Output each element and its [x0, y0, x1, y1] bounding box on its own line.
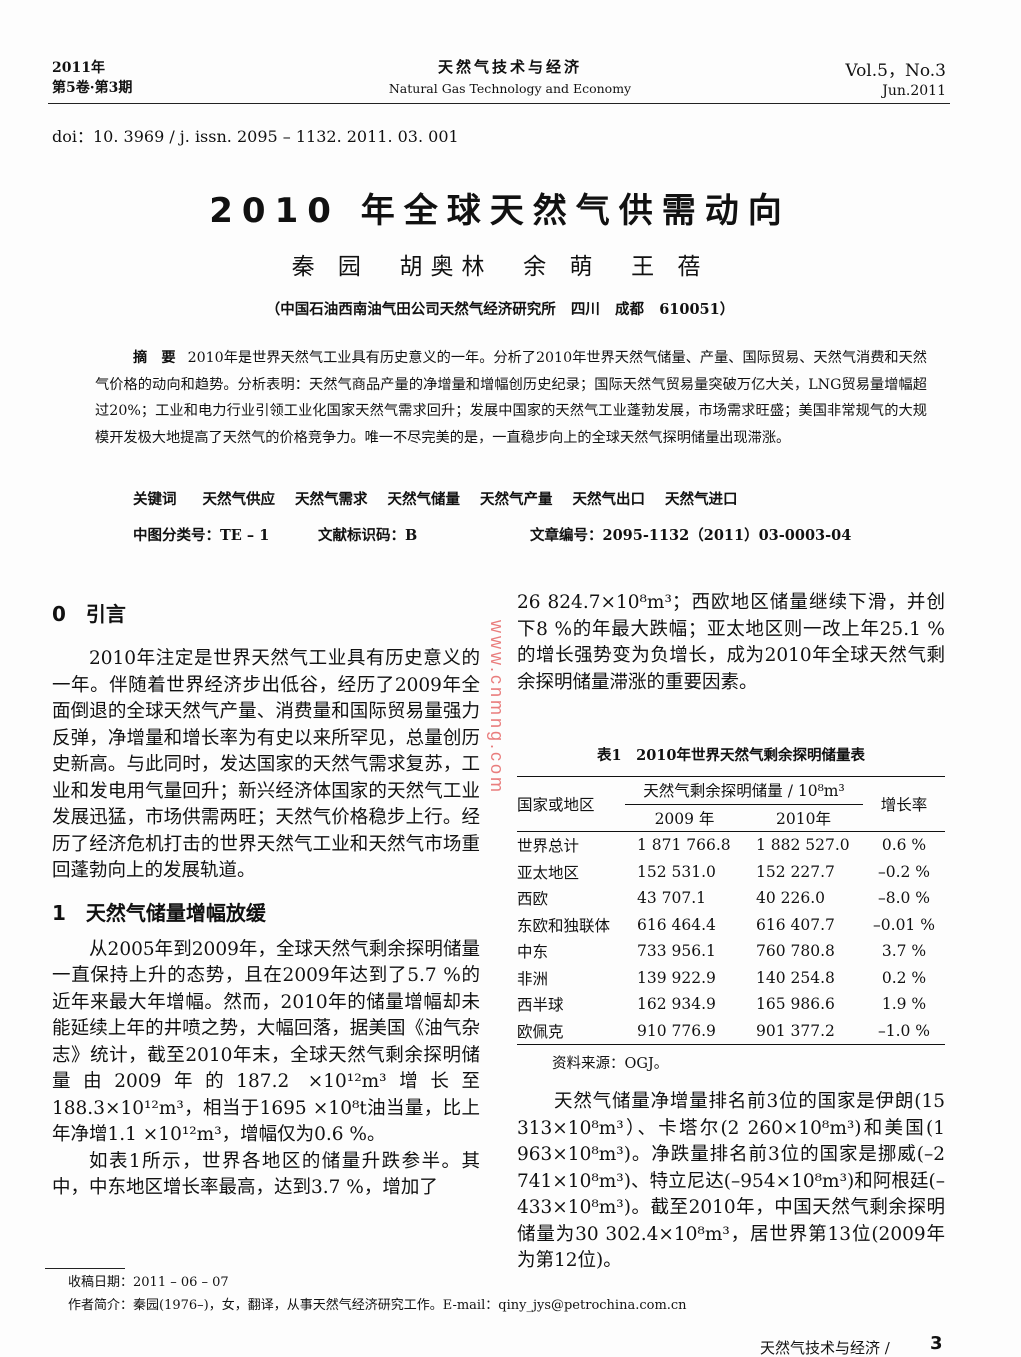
- section-0-body: 2010年注定是世界天然气工业具有历史意义的一年。伴随着世界经济步出低谷，经历了…: [52, 646, 480, 885]
- col-header-growth: 增长率: [863, 776, 945, 832]
- cell-2009: 152 531.0: [637, 862, 716, 881]
- cell-2010: 165 986.6: [756, 995, 835, 1014]
- header-volume-issue: 第5卷·第3期: [52, 80, 133, 96]
- cell-2010: 152 227.7: [756, 862, 835, 881]
- right-column-bottom: 天然气储量净增量排名前3位的国家是伊朗(15 313×10⁸m³）、卡塔尔(2 …: [517, 1089, 945, 1275]
- cell-growth: –8.0 %: [877, 889, 931, 908]
- footnote-rule: [45, 1268, 125, 1269]
- abstract-text: 2010年是世界天然气工业具有历史意义的一年。分析了2010年世界天然气储量、产…: [95, 350, 927, 446]
- header-left: 2011年 第5卷·第3期: [52, 58, 132, 98]
- cell-growth: 3.7 %: [881, 942, 927, 961]
- abstract-label: 摘 要: [133, 350, 176, 366]
- right-column: 26 824.7×10⁸m³；西欧地区储量继续下滑，并创下8 %的年最大跌幅；亚…: [517, 590, 945, 1275]
- abstract: 摘 要 2010年是世界天然气工业具有历史意义的一年。分析了2010年世界天然气储…: [95, 345, 927, 451]
- received-date: 收稿日期：2011 – 06 – 07: [68, 1275, 229, 1290]
- keywords: 关键词 天然气供应 天然气需求 天然气储量 天然气产量 天然气出口 天然气进口: [133, 488, 738, 509]
- cell-region: 非洲: [517, 969, 549, 988]
- doi: doi：10. 3969 / j. issn. 2095 – 1132. 201…: [52, 127, 459, 146]
- col-header-reserves: 天然气剩余探明储量 / 10⁸m³: [625, 776, 863, 805]
- keyword: 天然气储量: [387, 492, 461, 508]
- authors: 秦 园 胡奥林 余 萌 王 蓓: [291, 254, 709, 280]
- journal-title-en: Natural Gas Technology and Economy: [388, 81, 632, 96]
- header-right: Vol.5，No.3 Jun.2011: [845, 56, 946, 99]
- cell-region: 亚太地区: [517, 863, 580, 882]
- cell-region: 中东: [517, 943, 549, 962]
- cell-growth: 0.6 %: [881, 836, 927, 855]
- watermark-text: www.cnmng.com: [487, 620, 507, 796]
- right-column-top: 26 824.7×10⁸m³；西欧地区储量继续下滑，并创下8 %的年最大跌幅；亚…: [517, 590, 945, 696]
- table-source: 资料来源：OGJ。: [552, 1056, 669, 1072]
- header-vol-no: Vol.5，No.3: [845, 61, 946, 81]
- cell-2009: 733 956.1: [637, 942, 716, 961]
- cell-region: 欧佩克: [517, 1022, 564, 1041]
- table-row: 中东 733 956.1 760 780.8 3.7 %: [517, 938, 945, 965]
- cell-2009: 910 776.9: [637, 1021, 716, 1040]
- section-1-heading: 1 天然气储量增幅放缓: [52, 900, 266, 925]
- table-row: 西半球 162 934.9 165 986.6 1.9 %: [517, 991, 945, 1018]
- keyword: 天然气进口: [665, 492, 738, 508]
- cell-region: 世界总计: [517, 837, 580, 856]
- affiliation: （中国石油西南油气田公司天然气经济研究所 四川 成都 610051）: [265, 301, 735, 318]
- cell-2010: 760 780.8: [756, 942, 835, 961]
- page-number: 3: [930, 1333, 943, 1354]
- document-code: 文献标识码：B: [318, 527, 418, 544]
- paragraph: 如表1所示，世界各地区的储量升跌参半。其中，中东地区增长率最高，达到3.7 %，…: [52, 1150, 480, 1199]
- article-number: 文章编号：2095-1132（2011）03-0003-04: [530, 527, 852, 544]
- reserves-table: 国家或地区 天然气剩余探明储量 / 10⁸m³ 增长率 2009 年 2010年…: [517, 776, 945, 1045]
- paper-title: 2010 年全球天然气供需动向: [209, 191, 791, 231]
- keyword: 天然气出口: [572, 492, 646, 508]
- paragraph: 天然气储量净增量排名前3位的国家是伊朗(15 313×10⁸m³）、卡塔尔(2 …: [517, 1091, 945, 1271]
- col-header-2009: 2009 年: [625, 804, 744, 832]
- table-row: 世界总计 1 871 766.8 1 882 527.0 0.6 %: [517, 832, 945, 859]
- cell-2009: 1 871 766.8: [637, 836, 731, 855]
- keyword: 天然气供应: [202, 492, 276, 508]
- header-rule: [48, 103, 950, 104]
- cell-growth: –0.01 %: [873, 915, 935, 934]
- author-bio: 作者简介：秦园(1976–)，女，翻译，从事天然气经济研究工作。E-mail：q…: [68, 1298, 687, 1313]
- table-row: 亚太地区 152 531.0 152 227.7 –0.2 %: [517, 859, 945, 886]
- cell-growth: 1.9 %: [881, 995, 927, 1014]
- cell-2009: 43 707.1: [637, 889, 707, 908]
- clc-number: 中图分类号：TE – 1: [133, 527, 270, 544]
- keywords-label: 关键词: [133, 492, 177, 508]
- header-date: Jun.2011: [882, 83, 946, 99]
- section-0-heading: 0 引言: [52, 602, 126, 626]
- table-caption: 表1 2010年世界天然气剩余探明储量表: [597, 747, 865, 764]
- cell-2010: 1 882 527.0: [756, 836, 850, 855]
- col-header-2010: 2010年: [744, 804, 863, 832]
- keyword: 天然气产量: [480, 492, 553, 508]
- section-1-body: 从2005年到2009年，全球天然气剩余探明储量一直保持上升的态势，且在2009…: [52, 937, 480, 1202]
- paragraph: 26 824.7×10⁸m³；西欧地区储量继续下滑，并创下8 %的年最大跌幅；亚…: [517, 592, 945, 693]
- table-row: 东欧和独联体 616 464.4 616 407.7 –0.01 %: [517, 912, 945, 939]
- paragraph: 从2005年到2009年，全球天然气剩余探明储量一直保持上升的态势，且在2009…: [52, 938, 480, 1146]
- cell-2009: 162 934.9: [637, 995, 716, 1014]
- cell-2010: 140 254.8: [756, 968, 835, 987]
- keyword: 天然气需求: [295, 492, 368, 508]
- journal-title-cn: 天然气技术与经济: [437, 58, 582, 76]
- cell-2010: 901 377.2: [756, 1021, 835, 1040]
- cell-2010: 616 407.7: [756, 915, 835, 934]
- cell-2010: 40 226.0: [756, 889, 826, 908]
- footer-journal: 天然气技术与经济 /: [760, 1339, 890, 1357]
- col-header-region: 国家或地区: [517, 776, 625, 832]
- table-row: 欧佩克 910 776.9 901 377.2 –1.0 %: [517, 1018, 945, 1045]
- cell-growth: –1.0 %: [877, 1021, 931, 1040]
- cell-growth: –0.2 %: [877, 862, 931, 881]
- cell-growth: 0.2 %: [881, 968, 927, 987]
- cell-2009: 616 464.4: [637, 915, 716, 934]
- cell-region: 西欧: [517, 890, 549, 909]
- table-row: 非洲 139 922.9 140 254.8 0.2 %: [517, 965, 945, 992]
- cell-region: 东欧和独联体: [517, 916, 611, 935]
- header-year: 2011年: [52, 60, 105, 76]
- left-column: 0 引言 2010年注定是世界天然气工业具有历史意义的一年。伴随着世界经济步出低…: [52, 600, 480, 1202]
- header-center: 天然气技术与经济 Natural Gas Technology and Econ…: [310, 56, 710, 96]
- paragraph: 2010年注定是世界天然气工业具有历史意义的一年。伴随着世界经济步出低谷，经历了…: [52, 648, 480, 881]
- cell-region: 西半球: [517, 996, 564, 1015]
- cell-2009: 139 922.9: [637, 968, 716, 987]
- table-row: 西欧 43 707.1 40 226.0 –8.0 %: [517, 885, 945, 912]
